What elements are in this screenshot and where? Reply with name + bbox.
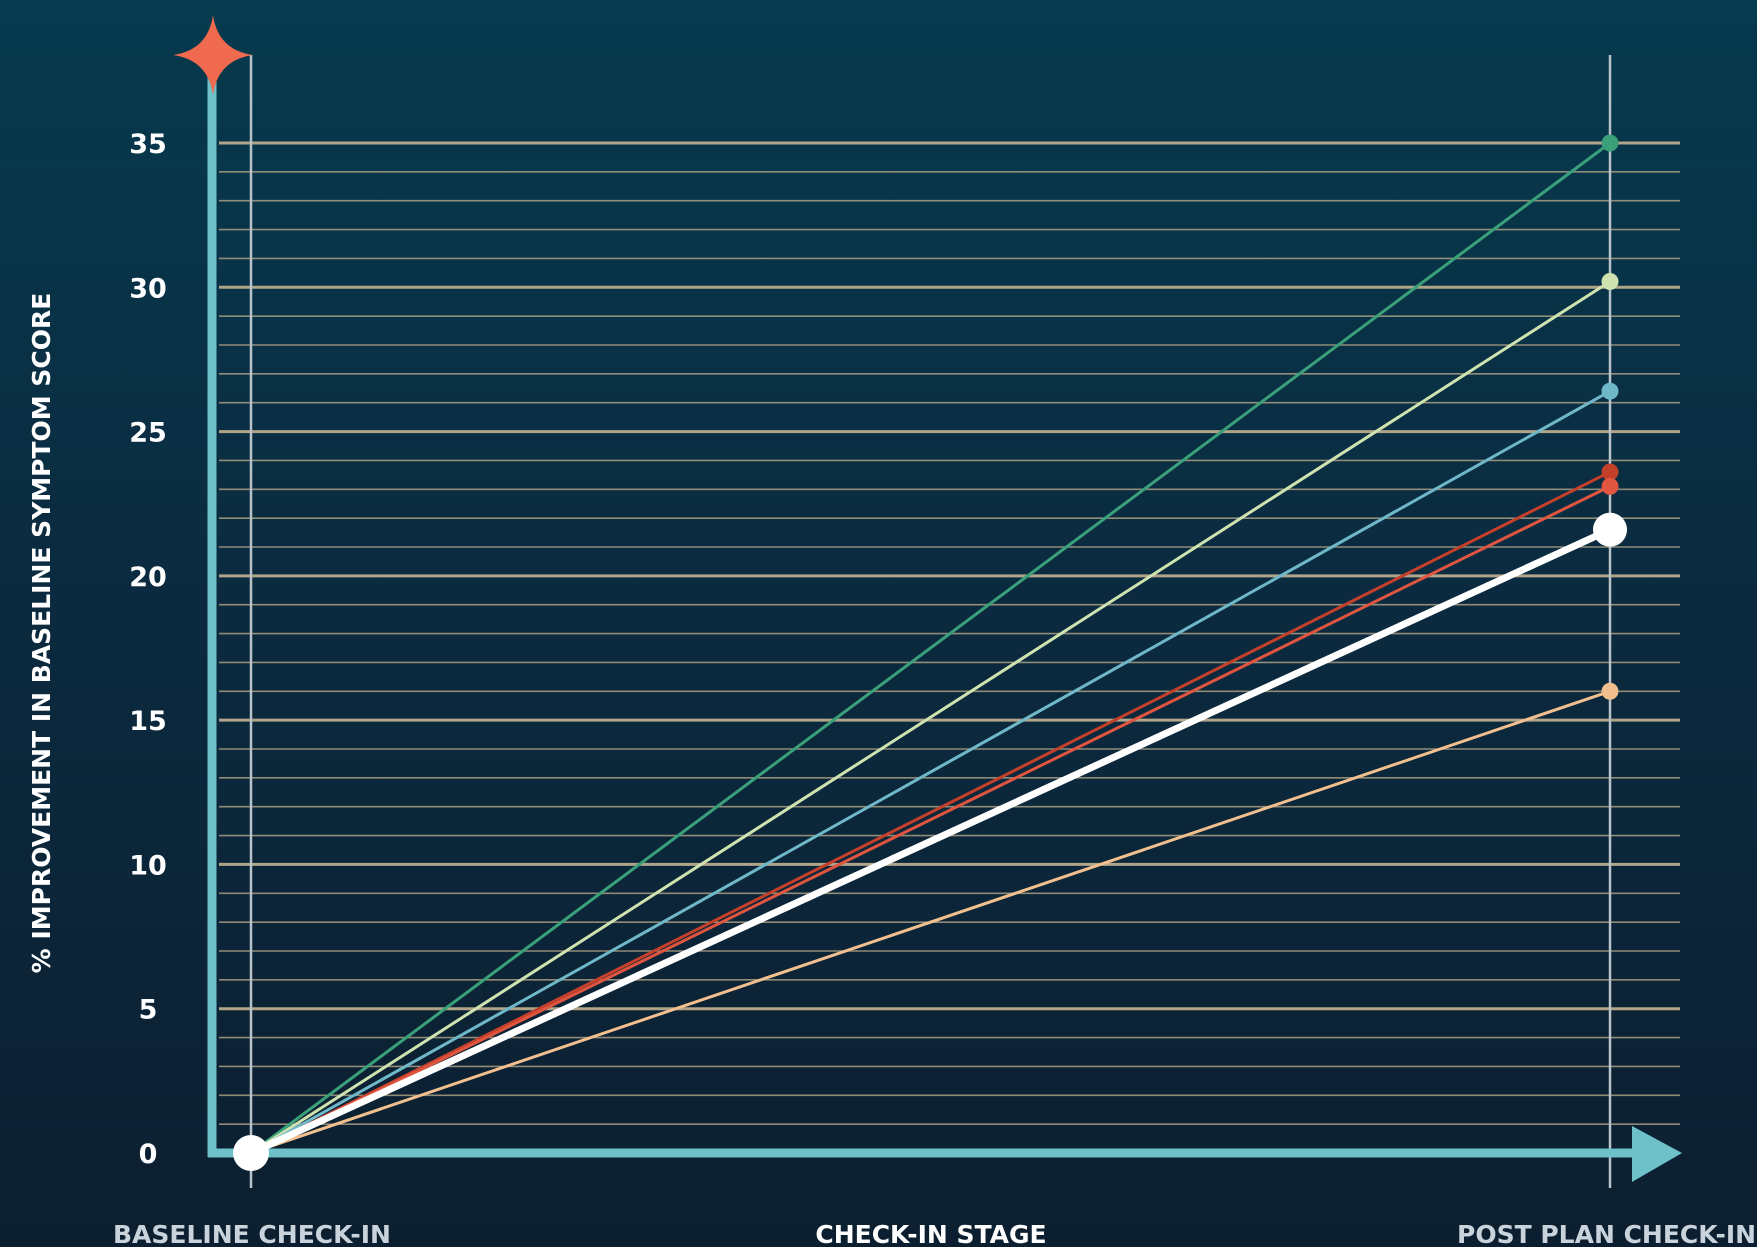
y-tick-label: 20 (129, 562, 167, 593)
y-axis-title: % IMPROVEMENT IN BASELINE SYMPTOM SCORE (27, 293, 56, 974)
y-tick-label: 0 (139, 1139, 158, 1170)
series-line-7 (249, 689, 1612, 1155)
x-axis-title: CHECK-IN STAGE (815, 1220, 1046, 1247)
series-lines (233, 134, 1627, 1171)
y-tick-label: 30 (129, 273, 167, 304)
y-tick-label: 15 (129, 706, 167, 737)
baseline-origin-point (233, 1135, 269, 1171)
axes (173, 15, 1682, 1182)
y-tick-label: 10 (129, 850, 167, 881)
x-axis-arrow-icon (1632, 1126, 1682, 1182)
x-category-label-1: BASELINE CHECK-IN (113, 1220, 391, 1247)
series-end-point-5 (1601, 477, 1619, 495)
y-tick-label: 35 (129, 129, 167, 160)
series-end-point-1 (1601, 134, 1619, 152)
series-line-4 (249, 470, 1612, 1155)
star-icon (173, 15, 253, 95)
series-end-point-3 (1601, 382, 1619, 400)
x-category-labels: BASELINE CHECK-IN POST PLAN CHECK-IN (113, 1220, 1756, 1247)
series-end-point-4 (1601, 463, 1619, 481)
series-end-point-6 (1593, 512, 1627, 547)
series-line-1 (249, 141, 1612, 1155)
series-line-3 (249, 389, 1612, 1155)
category-lines (249, 55, 1612, 1188)
series-line-5 (249, 484, 1612, 1155)
y-tick-labels: 0 5 10 15 20 25 30 35 (129, 129, 167, 1170)
series-line-6 (247, 526, 1614, 1157)
y-tick-label: 25 (129, 418, 167, 449)
series-line-2 (249, 280, 1612, 1155)
series-end-point-2 (1601, 273, 1619, 291)
series-end-point-7 (1601, 682, 1619, 700)
x-category-label-2: POST PLAN CHECK-IN (1457, 1220, 1756, 1247)
y-tick-label: 5 (139, 995, 158, 1026)
